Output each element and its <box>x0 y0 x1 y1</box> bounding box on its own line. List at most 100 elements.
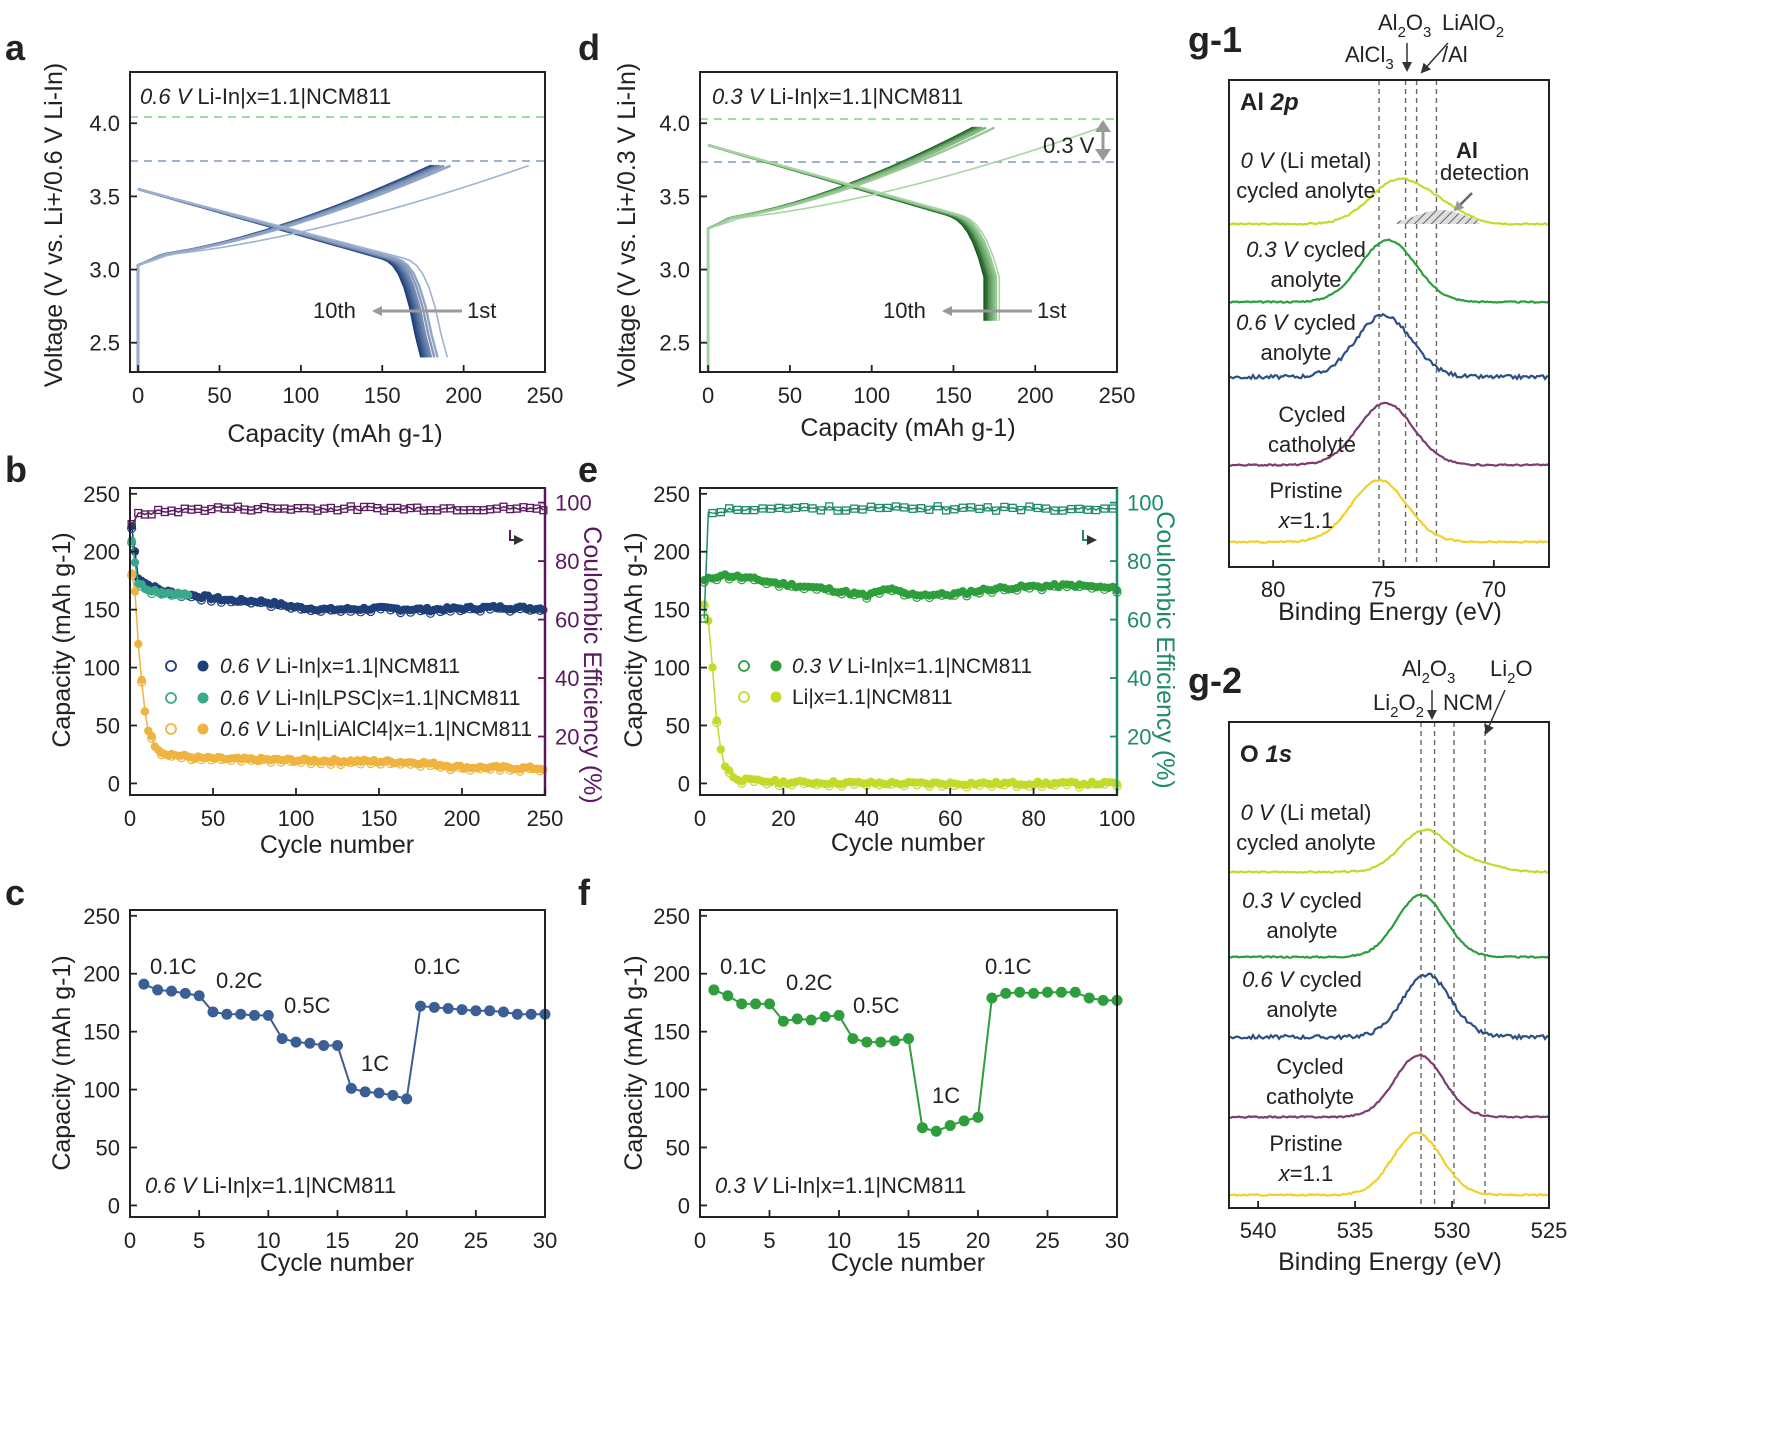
rate-point <box>750 998 762 1010</box>
ref-al2o3: Al2O3 <box>1378 10 1431 41</box>
panel-c: 0 5 10 15 20 25 30 0 50 100 150 200 250 0.1C 0.2C 0.… <box>48 904 557 1277</box>
arrow-ref <box>1484 689 1506 735</box>
rate-point <box>179 987 191 999</box>
x-tick-label: 0 <box>124 1228 136 1253</box>
charge-curve <box>706 126 974 372</box>
rate-point <box>525 1008 537 1020</box>
x-tick-label: 20 <box>966 1228 990 1253</box>
discharge-point <box>724 767 734 778</box>
rate-point <box>221 1008 233 1020</box>
discharge-curve <box>137 187 426 358</box>
y-tick-label: 3.0 <box>659 258 690 283</box>
al-detection-area <box>1396 210 1481 224</box>
xlabel-f: Cycle number <box>831 1249 985 1277</box>
rate-point <box>484 1005 496 1017</box>
trace-label-line1: 0.6 V cycled <box>1236 310 1356 335</box>
trace-label-italic: 0 V <box>1241 800 1280 825</box>
plot-frame-d <box>699 71 1118 373</box>
y-tick-label: 50 <box>666 713 690 738</box>
capacity-point <box>712 716 721 725</box>
rate-point <box>930 1125 942 1137</box>
ce-point <box>900 503 909 512</box>
rate-point <box>889 1035 901 1047</box>
title-g2: O 1s <box>1240 741 1292 768</box>
ce-point <box>916 504 926 513</box>
y-tick-label: 250 <box>83 482 120 507</box>
x-tick-label: 5 <box>193 1228 205 1253</box>
x-tick-label: 525 <box>1531 1218 1568 1243</box>
x-tick-label: 0 <box>702 383 714 408</box>
ce-point <box>750 505 759 515</box>
charge-curve <box>706 126 987 372</box>
label-10th-d: 10th <box>883 298 926 323</box>
xps-trace <box>1228 972 1549 1041</box>
y2-tick-label: 40 <box>1127 666 1151 691</box>
charge-curve <box>706 126 982 372</box>
ce-point <box>1000 502 1009 512</box>
rate-label: 0.2C <box>786 970 833 995</box>
x-tick-label: 100 <box>283 383 320 408</box>
rate-point <box>1083 992 1095 1004</box>
ce-point <box>950 505 959 514</box>
charge-curve <box>706 126 981 372</box>
trace-label-line1: 0 V (Li metal) <box>1241 800 1372 825</box>
y-tick-label: 250 <box>83 904 120 929</box>
discharge-curve <box>707 144 998 321</box>
y-tick-label: 3.5 <box>89 184 120 209</box>
xlabel-a: Capacity (mAh g-1) <box>227 420 442 448</box>
ce-point <box>983 503 992 512</box>
ce-point <box>708 508 717 518</box>
charge-curve <box>136 164 437 372</box>
xlabel-c: Cycle number <box>260 1249 414 1277</box>
ce-point <box>1050 506 1059 515</box>
trace-label-line1: 0 V (Li metal) <box>1241 148 1372 173</box>
discharge-curve <box>707 144 991 321</box>
ce-point <box>891 502 901 511</box>
plot-frame-g2 <box>1228 721 1550 1209</box>
xps-trace <box>1228 177 1550 226</box>
legend-marker-open <box>738 691 750 703</box>
rate-point <box>847 1033 859 1045</box>
y-tick-label: 3.5 <box>659 184 690 209</box>
rate-point <box>470 1005 482 1017</box>
ce-point <box>741 506 751 515</box>
ce-point <box>1008 503 1017 513</box>
trace-label-italic: x <box>1278 1161 1291 1186</box>
discharge-curve <box>707 144 994 321</box>
ce-point <box>147 510 156 519</box>
rate-point <box>875 1036 887 1048</box>
discharge-curve <box>137 187 429 358</box>
trace-label-line2: anolyte <box>1267 997 1338 1022</box>
discharge-curve <box>707 144 990 321</box>
y2label-e: Coulombic Efficiency (%) <box>1151 511 1179 788</box>
ce-point <box>127 520 136 529</box>
axes-d: 0 50 100 150 200 250 2.5 3.0 3.5 4.0 <box>659 111 1135 408</box>
ce-point <box>958 503 967 512</box>
ce-point <box>775 503 784 513</box>
note-c: 0.6 V Li-In|x=1.1|NCM811 <box>145 1173 396 1198</box>
rate-point <box>1097 994 1109 1006</box>
rate-point <box>916 1122 928 1134</box>
panel-label-g1: g-1 <box>1188 19 1242 60</box>
panel-label-c: c <box>5 872 25 913</box>
panel-d: 0 50 100 150 200 250 2.5 3.0 3.5 4.0 0.3 V Li-In|x… <box>613 63 1135 442</box>
ylabel-f: Capacity (mAh g-1) <box>620 955 648 1170</box>
trace-label-text: =1.1 <box>1290 1161 1333 1186</box>
legend-b: 0.6 V Li-In|x=1.1|NCM811 0.6 V Li-In|LPSC|… <box>165 655 532 741</box>
label-1st-a: 1st <box>467 298 496 323</box>
charge-curve <box>137 164 529 372</box>
x-tick-label: 25 <box>464 1228 488 1253</box>
ce-point <box>925 505 934 514</box>
rate-line <box>143 983 545 1101</box>
rate-point <box>262 1009 274 1021</box>
charge-curve <box>136 164 452 372</box>
x-tick-label: 0 <box>694 1228 706 1253</box>
charge-curve <box>706 126 977 372</box>
x-tick-label: 10 <box>827 1228 851 1253</box>
x-tick-label: 530 <box>1434 1218 1471 1243</box>
rate-point <box>708 984 720 996</box>
x-tick-label: 30 <box>533 1228 557 1253</box>
panel-label-b: b <box>5 449 27 490</box>
capacity-series-b <box>127 502 548 776</box>
axes-a: 0 50 100 150 200 250 2.5 3.0 3.5 4.0 <box>89 111 563 408</box>
